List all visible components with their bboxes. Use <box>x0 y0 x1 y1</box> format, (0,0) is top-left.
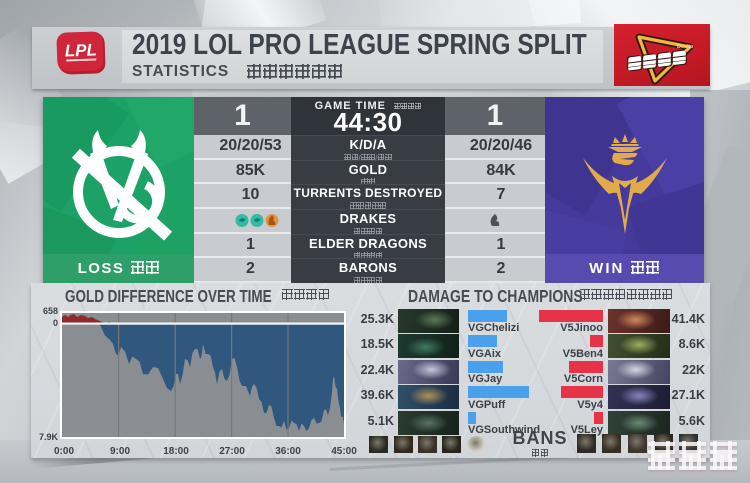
svg-text:Dorito: Dorito <box>677 44 694 50</box>
